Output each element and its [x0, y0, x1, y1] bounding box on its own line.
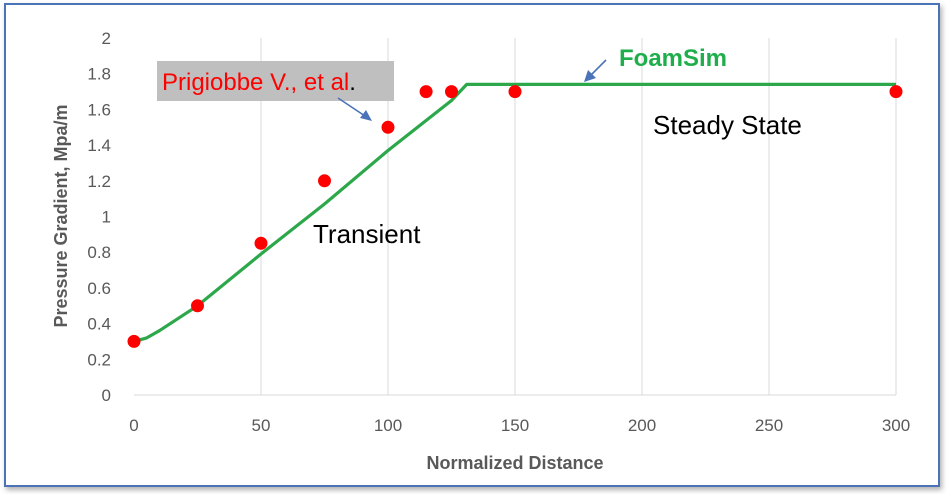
- y-tick-label: 0: [102, 386, 111, 405]
- arrow-prigiobbe: [337, 97, 372, 121]
- x-tick-label: 250: [755, 416, 783, 435]
- data-point-prigiobbe: [889, 85, 903, 99]
- y-axis-ticks: 0 0.2 0.4 0.6 0.8 1 1.2 1.4 1.6 1.8 2: [87, 29, 111, 405]
- data-point-prigiobbe: [254, 236, 268, 250]
- x-axis-title: Normalized Distance: [426, 453, 603, 473]
- series-layer: [127, 82, 903, 348]
- y-tick-label: 1: [102, 208, 111, 227]
- y-tick-label: 0.4: [87, 315, 111, 334]
- steady-state-label: Steady State: [653, 110, 802, 140]
- data-point-prigiobbe: [191, 299, 204, 313]
- y-tick-label: 1.4: [87, 136, 111, 155]
- foamsim-label: FoamSim: [619, 45, 727, 72]
- data-point-prigiobbe: [127, 334, 141, 348]
- y-tick-label: 1.2: [87, 172, 111, 191]
- x-axis-ticks: 0 50 100 150 200 250 300: [129, 416, 910, 435]
- y-axis-title: Pressure Gradient, Mpa/m: [51, 104, 71, 327]
- arrow-foamsim: [584, 59, 607, 82]
- x-tick-label: 200: [628, 416, 656, 435]
- prigiobbe-label: Prigiobbe V., et al.: [162, 69, 356, 96]
- data-point-prigiobbe: [419, 85, 433, 99]
- data-point-prigiobbe: [318, 174, 331, 188]
- data-point-prigiobbe: [508, 85, 522, 99]
- data-point-prigiobbe: [445, 85, 458, 99]
- x-tick-label: 300: [882, 416, 910, 435]
- prigiobbe-label-box: [157, 61, 394, 101]
- y-tick-label: 0.6: [87, 279, 111, 298]
- y-tick-label: 0.2: [87, 350, 111, 369]
- y-tick-label: 0.8: [87, 243, 111, 262]
- y-tick-label: 1.6: [87, 100, 111, 119]
- x-tick-label: 100: [374, 416, 402, 435]
- y-tick-label: 1.8: [87, 65, 111, 84]
- series-line-foamsim: [133, 82, 896, 343]
- x-tick-label: 50: [252, 416, 271, 435]
- y-tick-label: 2: [102, 29, 111, 48]
- transient-label: Transient: [313, 219, 421, 249]
- x-tick-label: 150: [501, 416, 529, 435]
- x-tick-label: 0: [129, 416, 138, 435]
- data-point-prigiobbe: [381, 120, 395, 134]
